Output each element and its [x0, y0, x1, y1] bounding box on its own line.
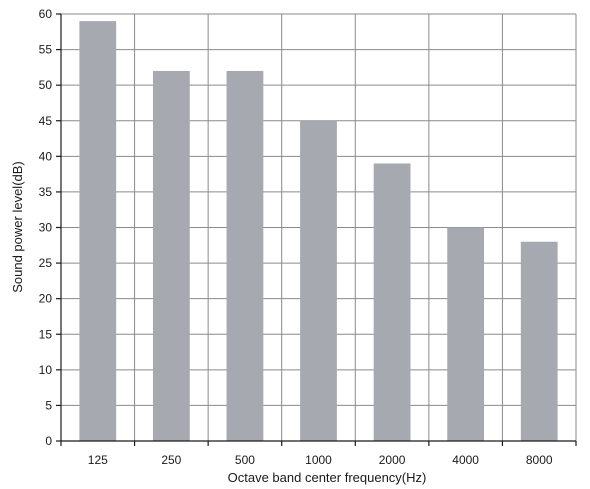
y-axis-ticks: 0 5 10 15 20 25 30 35 40 45 50 55 60: [39, 7, 61, 448]
y-axis-title: Sound power level(dB): [10, 161, 25, 293]
y-tick-label: 50: [39, 78, 53, 92]
x-tick-label: 4000: [452, 453, 479, 467]
y-tick-label: 35: [39, 185, 53, 199]
bar-1000: [300, 120, 337, 441]
x-axis-title: Octave band center frequency(Hz): [228, 470, 427, 485]
x-tick-label: 8000: [526, 453, 553, 467]
y-tick-label: 10: [39, 363, 53, 377]
bar-125: [79, 21, 117, 441]
y-tick-label: 20: [39, 292, 53, 306]
bar-500: [226, 70, 264, 441]
x-axis-ticks: 125 250 500 1000 2000 4000 8000: [60, 441, 577, 467]
bars: [79, 21, 558, 441]
bar-4000: [447, 227, 485, 441]
y-tick-label: 30: [39, 221, 53, 235]
y-tick-label: 55: [39, 43, 53, 57]
y-tick-label: 25: [39, 256, 53, 270]
x-tick-label: 1000: [305, 453, 332, 467]
bar-2000: [373, 163, 411, 441]
x-tick-label: 125: [88, 453, 108, 467]
x-tick-label: 2000: [379, 453, 406, 467]
y-tick-label: 60: [39, 7, 53, 21]
y-tick-label: 40: [39, 149, 53, 163]
y-tick-label: 0: [45, 434, 52, 448]
x-tick-label: 250: [161, 453, 181, 467]
bar-250: [152, 70, 190, 441]
x-tick-label: 500: [235, 453, 255, 467]
y-tick-label: 5: [45, 398, 52, 412]
y-tick-label: 15: [39, 327, 53, 341]
bar-8000: [520, 241, 558, 441]
y-tick-label: 45: [39, 114, 53, 128]
